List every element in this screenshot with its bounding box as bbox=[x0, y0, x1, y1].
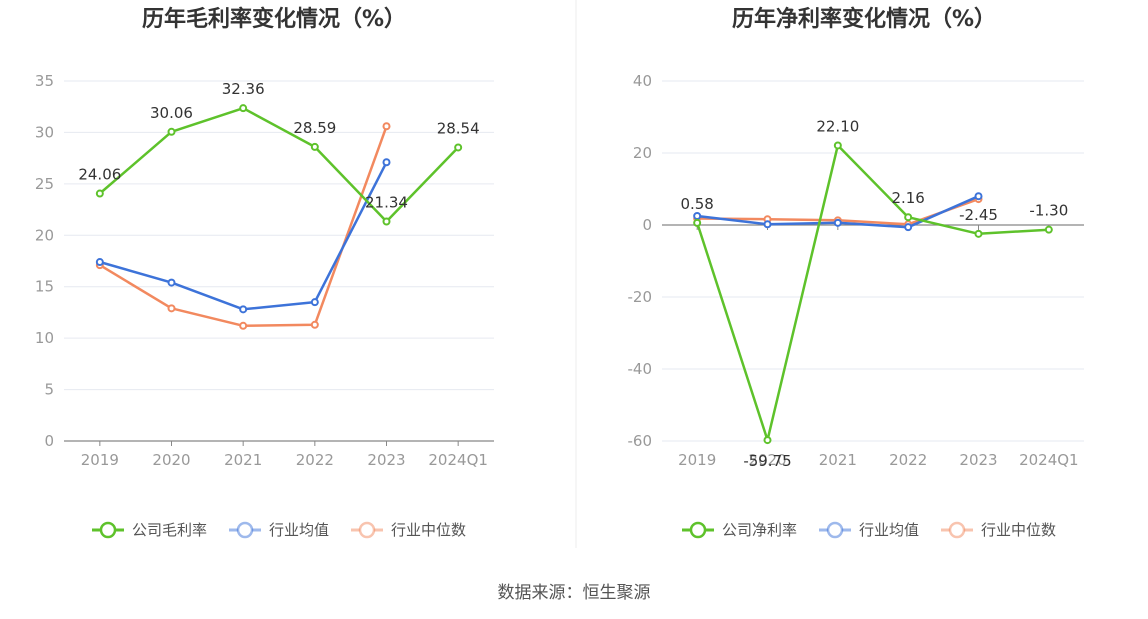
data-label: 2.16 bbox=[891, 189, 924, 207]
x-tick-label: 2022 bbox=[889, 451, 927, 469]
data-point-company bbox=[974, 229, 983, 238]
y-tick-label: 30 bbox=[35, 123, 54, 141]
data-point-industry_avg bbox=[95, 258, 104, 267]
data-label: 30.06 bbox=[150, 104, 193, 122]
x-tick-label: 2020 bbox=[748, 451, 786, 469]
legend-label: 公司净利率 bbox=[722, 521, 797, 539]
y-tick-label: 15 bbox=[35, 278, 54, 296]
data-point-industry_avg bbox=[974, 192, 983, 201]
data-point-industry_median bbox=[382, 122, 391, 131]
data-point-industry_avg bbox=[382, 158, 391, 167]
y-tick-label: -40 bbox=[628, 360, 653, 378]
x-tick-label: 2023 bbox=[959, 451, 997, 469]
x-tick-label: 2023 bbox=[367, 451, 405, 469]
y-tick-label: 0 bbox=[642, 216, 652, 234]
y-tick-label: 0 bbox=[44, 432, 54, 450]
data-label: -59.75 bbox=[743, 452, 791, 470]
y-tick-label: 40 bbox=[633, 72, 652, 90]
legend-label: 行业中位数 bbox=[981, 521, 1056, 539]
data-label: 21.34 bbox=[365, 194, 408, 212]
data-point-company bbox=[904, 213, 913, 222]
data-label: 32.36 bbox=[222, 80, 265, 98]
y-tick-label: 35 bbox=[35, 72, 54, 90]
legend-marker bbox=[826, 521, 844, 539]
data-point-industry_avg bbox=[904, 223, 913, 232]
legend-item-industry_avg: 行业均值 bbox=[819, 521, 919, 539]
legend-item-company: 公司毛利率 bbox=[92, 521, 207, 539]
x-tick-label: 2021 bbox=[819, 451, 857, 469]
data-point-company bbox=[763, 436, 772, 445]
data-point-company bbox=[310, 142, 319, 151]
data-point-company bbox=[382, 217, 391, 226]
data-point-company bbox=[167, 127, 176, 136]
data-point-industry_median bbox=[167, 304, 176, 313]
net-margin-chart: 历年净利率变化情况（%） -60 -40 -20 0 20 40 2019 2020 2021 20… bbox=[628, 6, 1084, 539]
x-tick-label: 2022 bbox=[296, 451, 334, 469]
y-tick-label: -60 bbox=[628, 432, 653, 450]
legend-item-industry_avg: 行业均值 bbox=[229, 521, 329, 539]
data-point-company bbox=[95, 189, 104, 198]
legend-label: 行业均值 bbox=[859, 521, 919, 539]
legend-marker bbox=[689, 521, 707, 539]
x-tick-label: 2021 bbox=[224, 451, 262, 469]
data-label: 0.58 bbox=[680, 195, 713, 213]
data-point-industry_avg bbox=[310, 298, 319, 307]
y-tick-label: 10 bbox=[35, 329, 54, 347]
x-tick-label: 2024Q1 bbox=[428, 451, 488, 469]
legend-marker bbox=[948, 521, 966, 539]
legend-label: 行业均值 bbox=[269, 521, 329, 539]
data-point-company bbox=[833, 141, 842, 150]
data-label: 24.06 bbox=[78, 166, 121, 184]
data-point-company bbox=[454, 143, 463, 152]
data-point-industry_median bbox=[310, 320, 319, 329]
data-label: 28.59 bbox=[293, 119, 336, 137]
x-tick-label: 2020 bbox=[152, 451, 190, 469]
data-point-industry_avg bbox=[763, 220, 772, 229]
legend-item-industry_median: 行业中位数 bbox=[351, 521, 466, 539]
legend-item-company: 公司净利率 bbox=[682, 521, 797, 539]
data-point-industry_avg bbox=[833, 218, 842, 227]
y-tick-label: 20 bbox=[633, 144, 652, 162]
legend-marker bbox=[236, 521, 254, 539]
data-point-industry_avg bbox=[239, 305, 248, 314]
legend-item-industry_median: 行业中位数 bbox=[941, 521, 1056, 539]
data-point-company bbox=[239, 104, 248, 113]
gross-margin-chart: 历年毛利率变化情况（%） 0 5 10 15 20 25 30 35 2019 2020 2021 20… bbox=[35, 6, 494, 539]
series-line-company bbox=[98, 106, 460, 223]
series-line-company bbox=[696, 144, 1049, 442]
legend-marker bbox=[99, 521, 117, 539]
x-tick-label: 2019 bbox=[678, 451, 716, 469]
chart-title: 历年毛利率变化情况（%） bbox=[142, 6, 406, 32]
data-label: 22.10 bbox=[816, 117, 859, 135]
y-tick-label: 5 bbox=[44, 381, 54, 399]
x-tick-label: 2019 bbox=[81, 451, 119, 469]
x-tick-label: 2024Q1 bbox=[1019, 451, 1079, 469]
data-label: -2.45 bbox=[959, 206, 998, 224]
data-label: -1.30 bbox=[1029, 202, 1068, 220]
legend-label: 公司毛利率 bbox=[132, 521, 207, 539]
data-point-company bbox=[693, 218, 702, 227]
data-point-industry_avg bbox=[693, 212, 702, 220]
legend-label: 行业中位数 bbox=[391, 521, 466, 539]
data-point-company bbox=[1044, 225, 1053, 234]
data-label: 28.54 bbox=[437, 119, 480, 137]
y-tick-label: 20 bbox=[35, 226, 54, 244]
y-tick-label: -20 bbox=[628, 288, 653, 306]
legend-marker bbox=[358, 521, 376, 539]
data-point-industry_avg bbox=[167, 278, 176, 287]
data-point-industry_median bbox=[239, 321, 248, 330]
data-source: 数据来源：恒生聚源 bbox=[498, 583, 651, 603]
y-tick-label: 25 bbox=[35, 175, 54, 193]
chart-title: 历年净利率变化情况（%） bbox=[732, 6, 996, 32]
